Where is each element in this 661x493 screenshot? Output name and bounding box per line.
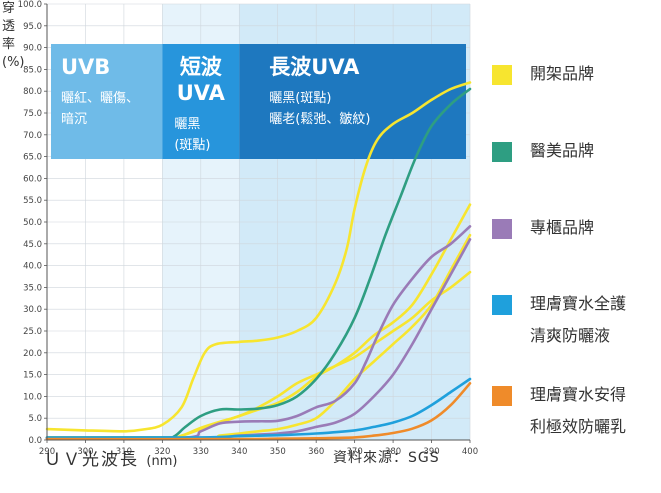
y-tick-label: 100.0 (18, 0, 42, 10)
series-line-5 (45, 225, 472, 440)
y-tick-label: 65.0 (23, 153, 42, 163)
x-tick-label: 360 (308, 447, 324, 457)
band-header-1 (162, 44, 240, 159)
y-tick-label: 85.0 (23, 65, 42, 75)
series-line-8 (45, 382, 472, 441)
series-line-2 (45, 270, 472, 440)
series-line-0 (45, 81, 472, 433)
band-desc: 曬黑 (174, 117, 200, 132)
band-labels: UVB曬紅、曬傷、暗沉短波UVA曬黑(斑點)長波UVA曬黑(斑點)曬老(鬆弛、皺… (51, 44, 466, 159)
x-tick-label: 310 (116, 447, 132, 457)
y-tick-label: 45.0 (23, 240, 42, 250)
band-desc: 暗沉 (61, 112, 87, 127)
y-tick-label: 40.0 (23, 262, 42, 272)
band-desc: 曬紅、曬傷、 (61, 91, 139, 106)
x-tick-label: 290 (39, 447, 55, 457)
y-tick-label: 55.0 (23, 196, 42, 206)
y-tick-label: 90.0 (23, 44, 42, 54)
y-tick-label: 75.0 (23, 109, 42, 119)
x-tick-label: 390 (423, 447, 439, 457)
y-tick-label: 95.0 (23, 22, 42, 32)
x-tick-label: 400 (462, 447, 478, 457)
x-tick-label: 380 (385, 447, 401, 457)
band-title: 短波 (180, 55, 223, 79)
series-lines (45, 81, 472, 441)
band-desc: 曬老(鬆弛、皺紋) (269, 112, 370, 127)
series-line-3 (45, 233, 472, 440)
y-tick-label: 70.0 (23, 131, 42, 141)
y-tick-label: 80.0 (23, 87, 42, 97)
band-title: UVA (177, 81, 226, 105)
y-tick-label: 35.0 (23, 283, 42, 293)
y-tick-label: 20.0 (23, 349, 42, 359)
series-line-4 (45, 87, 472, 439)
x-axis-unit: (nm) (146, 454, 178, 469)
band-header-0 (51, 44, 163, 159)
source-note: 資料來源：SGS (333, 450, 440, 466)
y-tick-label: 5.0 (28, 414, 42, 424)
band-desc: 曬黑(斑點) (269, 91, 331, 106)
series-line-7 (45, 377, 472, 440)
band-title: 長波UVA (269, 55, 360, 79)
y-tick-label: 0.0 (28, 436, 42, 446)
axes: 0.0 5.0 10.0 15.0 20.0 25.0 30.0 35.0 40.0 45.0 50… (18, 0, 478, 457)
x-tick-label: 370 (347, 447, 363, 457)
x-tick-label: 350 (270, 447, 286, 457)
x-tick-label: 340 (231, 447, 247, 457)
x-tick-label: 300 (77, 447, 93, 457)
band-title: UVB (61, 55, 110, 79)
x-axis-title: ＵＶ光波長 (nm) (44, 445, 177, 470)
y-tick-label: 15.0 (23, 371, 42, 381)
x-tick-label: 330 (193, 447, 209, 457)
y-tick-label: 10.0 (23, 392, 42, 402)
y-tick-label: 30.0 (23, 305, 42, 315)
x-tick-label: 320 (154, 447, 170, 457)
y-tick-label: 25.0 (23, 327, 42, 337)
y-axis-title: 穿 透 率 (%) (2, 1, 25, 70)
band-desc: (斑點) (174, 138, 210, 153)
y-tick-label: 50.0 (23, 218, 42, 228)
y-tick-label: 60.0 (23, 174, 42, 184)
x-axis-title-text: ＵＶ光波長 (44, 450, 139, 470)
